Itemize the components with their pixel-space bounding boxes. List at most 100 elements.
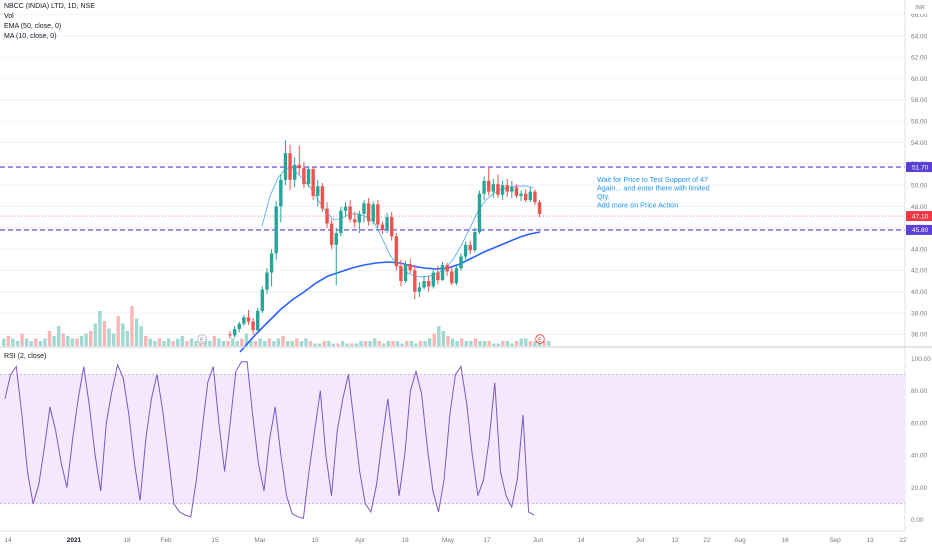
candle — [302, 161, 306, 189]
rsi-line — [4, 361, 535, 519]
candle — [399, 259, 403, 287]
currency-label: INR — [915, 5, 925, 11]
volume-bar — [6, 336, 10, 346]
candle-body — [500, 185, 505, 195]
volume-bar — [89, 331, 93, 346]
volume-bar — [98, 311, 102, 346]
candle-body — [537, 202, 542, 214]
candle-body — [390, 217, 394, 237]
candle-body — [232, 329, 237, 336]
price-axis[interactable]: 36.0038.0040.0042.0044.0046.0048.0050.00… — [911, 12, 928, 339]
rsi-tick-label: 20.00 — [911, 485, 928, 492]
volume-bar — [208, 341, 212, 346]
candle-body — [473, 232, 477, 251]
candle — [487, 168, 491, 196]
candle — [537, 200, 542, 218]
annotation-line: Qty. — [597, 192, 610, 201]
volume-bar — [423, 341, 427, 346]
volume-bar — [66, 336, 70, 346]
candle-body — [353, 219, 357, 223]
time-tick-label: Apr — [355, 537, 366, 544]
candle — [279, 174, 283, 223]
last-price-tag — [906, 211, 932, 222]
legend-ema[interactable]: EMA (50, close, 0) — [4, 23, 62, 30]
candle — [283, 140, 288, 186]
legend-volume[interactable]: Vol — [4, 13, 14, 20]
volume-bar — [24, 338, 29, 346]
volume-bar — [405, 341, 409, 346]
rsi-axis[interactable]: 0.00 20.00 40.00 60.00 80.00 100.00 — [911, 356, 931, 524]
candle — [320, 183, 325, 212]
candle — [265, 268, 269, 294]
chart-annotation[interactable]: Wait for Price to Test Support of 47Agai… — [597, 175, 710, 210]
candle-body — [339, 210, 343, 234]
candle-body — [288, 153, 292, 180]
rsi-legend[interactable]: RSI (2, close) — [4, 353, 46, 360]
candle-body — [533, 191, 537, 203]
volume-bar — [308, 341, 313, 346]
candle — [228, 331, 232, 339]
candle — [269, 249, 274, 287]
volume-bar — [15, 341, 20, 346]
horizontal-levels[interactable] — [0, 166, 905, 231]
candle-body — [242, 317, 246, 324]
volume-bar — [34, 338, 38, 346]
candle-series — [228, 140, 542, 339]
volume-bar — [318, 343, 322, 346]
volume-bar — [395, 341, 400, 346]
candle-body — [459, 256, 463, 269]
time-tick-label: 15 — [211, 537, 219, 544]
volume-bar — [20, 333, 24, 346]
candle-body — [246, 317, 251, 322]
candle-body — [422, 281, 426, 288]
price-tick-label: 64.00 — [911, 33, 928, 40]
time-axis[interactable]: 14 2021 18 Feb 15 Mar 15 Apr 19 May 17 Jun 14 Jul 12 22… — [4, 537, 907, 544]
volume-bar — [107, 328, 111, 346]
price-level-labels: 51.70 45.80 47.10 — [906, 162, 932, 235]
candle-body — [431, 272, 435, 287]
candle-body — [228, 334, 232, 336]
price-tick-label: 44.00 — [911, 246, 928, 253]
candle-body — [491, 184, 496, 192]
earnings-icon-letter: E — [538, 337, 542, 343]
volume-bar — [473, 338, 478, 346]
volume-bar — [276, 338, 281, 346]
candle-body — [477, 193, 482, 233]
price-tick-label: 58.00 — [911, 97, 928, 104]
candle — [394, 233, 399, 271]
earnings-icon: E — [197, 334, 207, 344]
candle-body — [487, 180, 491, 192]
volume-bar — [125, 331, 130, 346]
volume-bar — [340, 341, 345, 346]
candle — [500, 180, 505, 201]
volume-bar — [299, 341, 304, 346]
symbol-title[interactable]: NBCC (INDIA) LTD, 1D, NSE — [4, 3, 95, 10]
volume-bar — [38, 341, 43, 346]
legend-ma[interactable]: MA (10, close, 0) — [4, 33, 57, 40]
volume-bar — [359, 341, 363, 346]
volume-bar — [143, 336, 148, 346]
volume-bar — [240, 338, 244, 346]
volume-bar — [198, 341, 203, 346]
volume-bar — [510, 343, 514, 346]
candle-body — [325, 208, 329, 224]
candle — [334, 227, 338, 286]
volume-bar — [336, 343, 340, 346]
level-tag — [906, 162, 932, 173]
candle-body — [302, 168, 306, 185]
volume-bar — [2, 338, 6, 346]
volume-bar — [460, 338, 464, 346]
candle-body — [413, 270, 417, 292]
volume-bar — [267, 338, 272, 346]
candle — [417, 282, 422, 298]
candle — [316, 179, 320, 207]
volume-bar — [121, 323, 125, 346]
candle — [357, 210, 362, 234]
volume-bar — [354, 343, 359, 346]
volume-bar — [432, 333, 436, 346]
volume-bar — [47, 331, 52, 346]
candle — [329, 219, 334, 250]
candle — [362, 200, 366, 223]
